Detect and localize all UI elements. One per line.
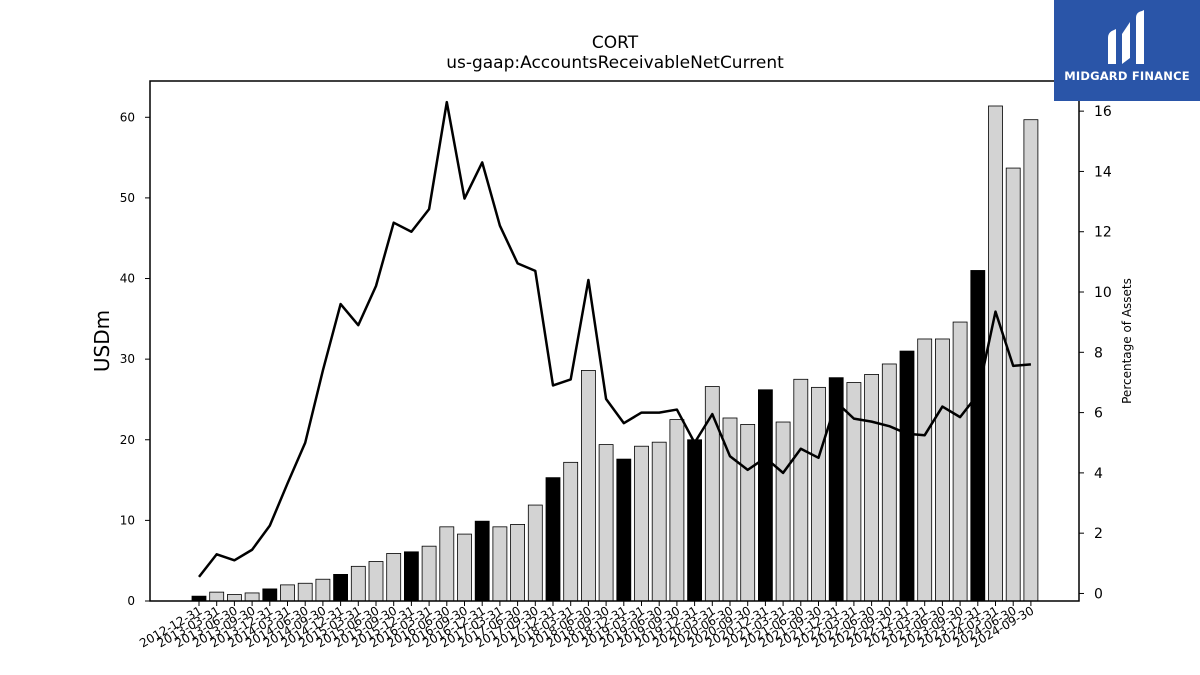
bar-2018-09-30 [598, 444, 614, 602]
logo-text: MIDGARD FINANCE [1064, 69, 1190, 83]
bar-2018-06-30 [581, 370, 596, 602]
chart-subtitle: us-gaap:AccountsReceivableNetCurrent [446, 53, 784, 73]
bar-2014-12-31 [333, 574, 349, 602]
bar-2015-03-31 [350, 565, 366, 602]
bar-2013-03-31 [209, 591, 225, 602]
bar-2024-09-30 [1023, 119, 1039, 602]
bar-2018-12-31 [616, 458, 632, 602]
bar-2014-06-30 [297, 582, 313, 602]
bar-2015-06-30 [368, 561, 384, 602]
bar-2016-09-30 [457, 533, 472, 602]
bar-2017-06-30 [510, 524, 526, 602]
bar-2023-12-31 [970, 270, 986, 602]
y-right-tick-label: 14 [1094, 164, 1112, 180]
y-tick-label: 0 [127, 594, 135, 608]
bar-2014-09-30 [315, 578, 331, 602]
line-series-layer [198, 100, 1032, 578]
bar-2021-06-30 [793, 378, 809, 602]
bar-2013-06-30 [226, 594, 242, 602]
bar-2019-06-30 [651, 441, 667, 602]
bar-2016-03-31 [421, 545, 437, 602]
percentage-line [198, 100, 1032, 578]
bar-2023-09-30 [952, 321, 968, 602]
bar-2024-06-30 [1005, 167, 1021, 602]
bar-2021-12-31 [828, 377, 844, 602]
bar-2019-12-31 [687, 439, 702, 602]
y-right-tick-label: 16 [1094, 104, 1112, 120]
bar-series [191, 105, 1039, 602]
y-tick-label: 60 [120, 110, 135, 124]
bar-2021-09-30 [811, 386, 826, 602]
bar-2017-12-31 [545, 477, 561, 602]
bar-2022-09-30 [881, 363, 897, 602]
y-right-tick-label: 4 [1094, 466, 1103, 482]
y-axis-right-label: Percentage of Assets [1120, 278, 1134, 404]
bar-2023-03-31 [917, 338, 933, 602]
brand-logo: MIDGARD FINANCE [1054, 0, 1200, 101]
plot-frame [149, 80, 1080, 602]
bar-2020-12-31 [758, 389, 773, 602]
bar-2013-09-30 [244, 592, 260, 602]
y-right-tick-label: 12 [1094, 225, 1112, 241]
y-right-tick-label: 8 [1094, 345, 1103, 361]
bar-2020-09-30 [740, 424, 756, 602]
bar-2016-06-30 [439, 526, 455, 602]
y-tick-label: 50 [120, 191, 135, 205]
bar-2023-06-30 [935, 338, 950, 602]
bar-2015-09-30 [386, 553, 402, 602]
bar-2019-03-31 [634, 445, 649, 602]
bar-2017-03-31 [492, 526, 508, 602]
bar-2016-12-31 [474, 520, 490, 602]
y-tick-label: 10 [120, 513, 135, 527]
midgard-m-icon [1108, 10, 1144, 64]
left-axis: 0 10 20 30 40 50 60 [120, 110, 150, 608]
y-axis-label: USDm [90, 310, 114, 372]
y-tick-label: 40 [120, 272, 135, 286]
chart-title: CORT [592, 33, 639, 53]
y-tick-label: 20 [120, 433, 135, 447]
y-right-tick-label: 2 [1094, 526, 1103, 542]
right-axis: 0 2 4 6 8 10 12 14 16 [1079, 104, 1112, 602]
bar-2022-06-30 [864, 374, 879, 602]
y-right-tick-label: 6 [1094, 406, 1103, 422]
y-right-tick-label: 10 [1094, 285, 1112, 301]
bar-2021-03-31 [775, 421, 791, 602]
x-axis: 2012-12-312013-03-312013-06-302013-09-30… [137, 601, 1036, 650]
bar-2024-03-31 [988, 105, 1003, 602]
bar-2018-03-31 [563, 461, 579, 602]
y-tick-label: 30 [120, 352, 135, 366]
bar-2022-12-31 [899, 350, 915, 602]
bar-2020-03-31 [704, 386, 720, 602]
y-right-tick-label: 0 [1094, 586, 1103, 602]
bar-2017-09-30 [527, 504, 543, 602]
bar-2019-09-30 [669, 419, 685, 602]
bar-2015-12-31 [403, 551, 419, 602]
bar-2014-03-31 [280, 584, 295, 602]
bar-2013-12-31 [262, 588, 278, 602]
